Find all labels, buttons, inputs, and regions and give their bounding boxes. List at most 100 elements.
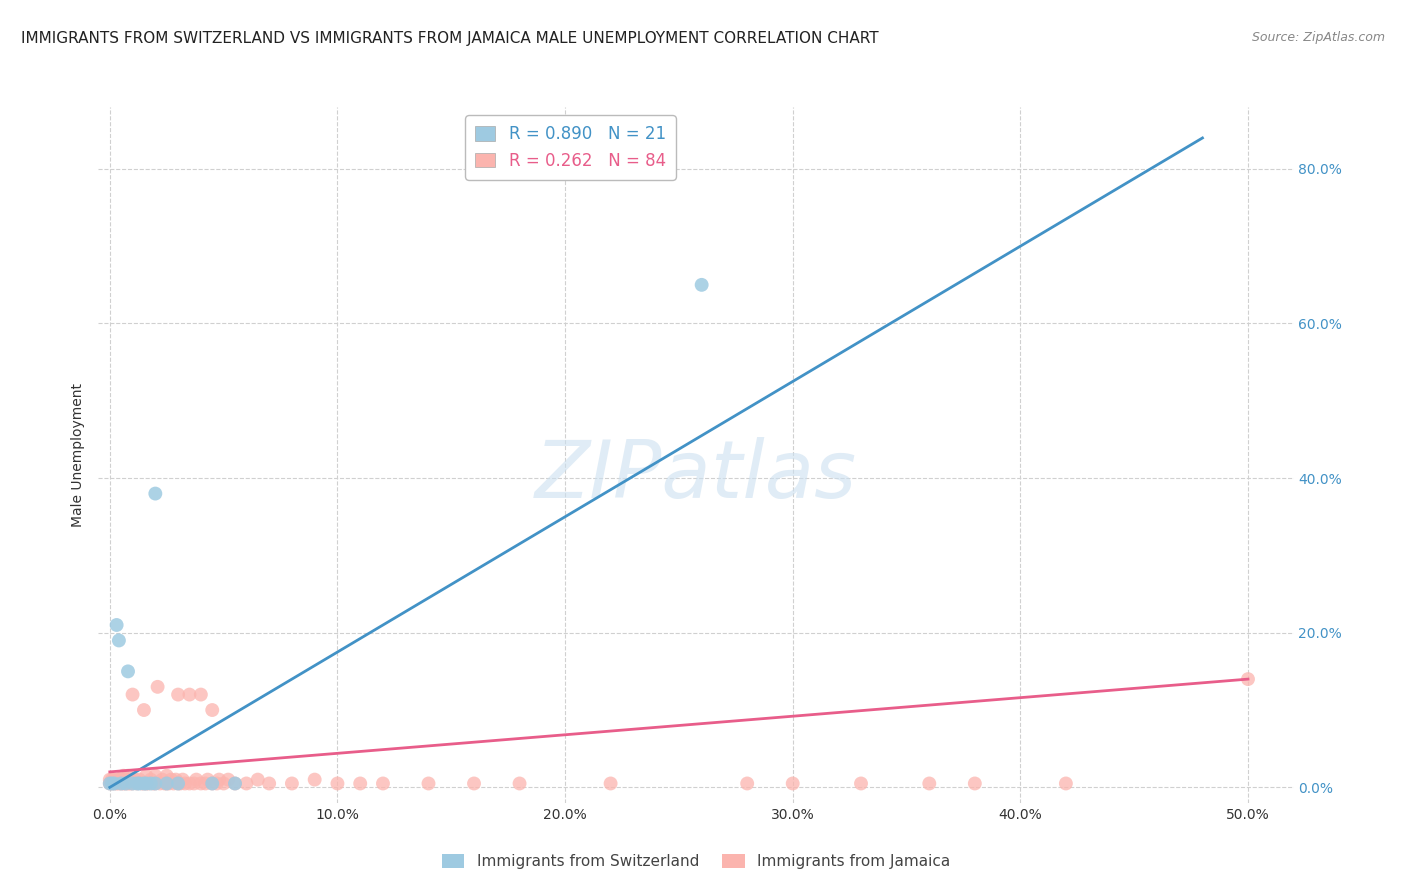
Point (108, 633, 131, 648)
Point (117, 665, 139, 679)
Point (110, 776, 132, 790)
Point (165, 772, 187, 787)
Point (326, 776, 349, 790)
Point (156, 776, 179, 790)
Point (190, 688, 212, 702)
Point (205, 776, 228, 790)
Point (103, 776, 125, 790)
Point (224, 776, 246, 790)
Point (114, 776, 136, 790)
Point (108, 772, 131, 787)
Point (127, 776, 149, 790)
Text: ZIPatlas: ZIPatlas (534, 437, 858, 515)
Point (120, 776, 142, 790)
Point (349, 776, 371, 790)
Point (98, 776, 121, 790)
Point (108, 776, 131, 790)
Point (114, 776, 136, 790)
Point (98, 772, 121, 787)
Point (371, 776, 394, 790)
Point (212, 776, 235, 790)
Point (121, 776, 143, 790)
Point (174, 776, 197, 790)
Point (135, 776, 157, 790)
Point (120, 772, 142, 787)
Point (201, 776, 224, 790)
Point (186, 772, 208, 787)
Point (157, 776, 180, 790)
Point (103, 776, 125, 790)
Point (139, 776, 162, 790)
Point (143, 486, 166, 500)
Point (217, 772, 239, 787)
Point (142, 776, 165, 790)
Point (849, 776, 872, 790)
Point (208, 772, 231, 787)
Point (167, 776, 190, 790)
Point (132, 776, 155, 790)
Point (167, 688, 190, 702)
Point (139, 772, 162, 787)
Point (105, 776, 128, 790)
Point (128, 772, 150, 787)
Point (197, 772, 219, 787)
Point (101, 776, 124, 790)
Point (509, 776, 531, 790)
Point (162, 776, 184, 790)
Point (235, 776, 257, 790)
Point (121, 776, 143, 790)
Point (146, 680, 169, 694)
Point (1237, 672, 1260, 686)
Point (418, 776, 440, 790)
Point (121, 688, 143, 702)
Point (110, 776, 132, 790)
Point (167, 776, 190, 790)
Point (194, 776, 217, 790)
Point (160, 772, 183, 787)
Point (149, 776, 172, 790)
Point (110, 772, 132, 787)
Point (138, 776, 160, 790)
Point (179, 776, 201, 790)
Point (117, 769, 139, 783)
Point (257, 776, 280, 790)
Point (201, 776, 224, 790)
Text: IMMIGRANTS FROM SWITZERLAND VS IMMIGRANTS FROM JAMAICA MALE UNEMPLOYMENT CORRELA: IMMIGRANTS FROM SWITZERLAND VS IMMIGRANT… (21, 31, 879, 46)
Point (179, 688, 201, 702)
Point (101, 776, 124, 790)
Point (105, 772, 128, 787)
Point (124, 772, 146, 787)
Point (172, 772, 194, 787)
Point (304, 772, 326, 787)
Point (105, 618, 128, 632)
Point (281, 776, 304, 790)
Point (132, 776, 155, 790)
Point (114, 772, 136, 787)
Point (103, 772, 125, 787)
Y-axis label: Male Unemployment: Male Unemployment (72, 383, 86, 527)
Point (190, 776, 212, 790)
Point (463, 776, 485, 790)
Point (143, 776, 166, 790)
Point (127, 776, 149, 790)
Point (224, 776, 246, 790)
Point (156, 769, 179, 783)
Point (599, 776, 621, 790)
Point (112, 769, 135, 783)
Point (135, 769, 157, 783)
Point (782, 776, 804, 790)
Point (201, 703, 224, 717)
Point (150, 772, 173, 787)
Point (169, 776, 191, 790)
Point (963, 776, 986, 790)
Point (153, 776, 176, 790)
Point (246, 772, 269, 787)
Legend: Immigrants from Switzerland, Immigrants from Jamaica: Immigrants from Switzerland, Immigrants … (436, 848, 956, 875)
Point (98, 776, 121, 790)
Point (183, 776, 205, 790)
Point (101, 772, 124, 787)
Point (735, 776, 758, 790)
Point (132, 703, 155, 717)
Point (918, 776, 941, 790)
Point (135, 776, 157, 790)
